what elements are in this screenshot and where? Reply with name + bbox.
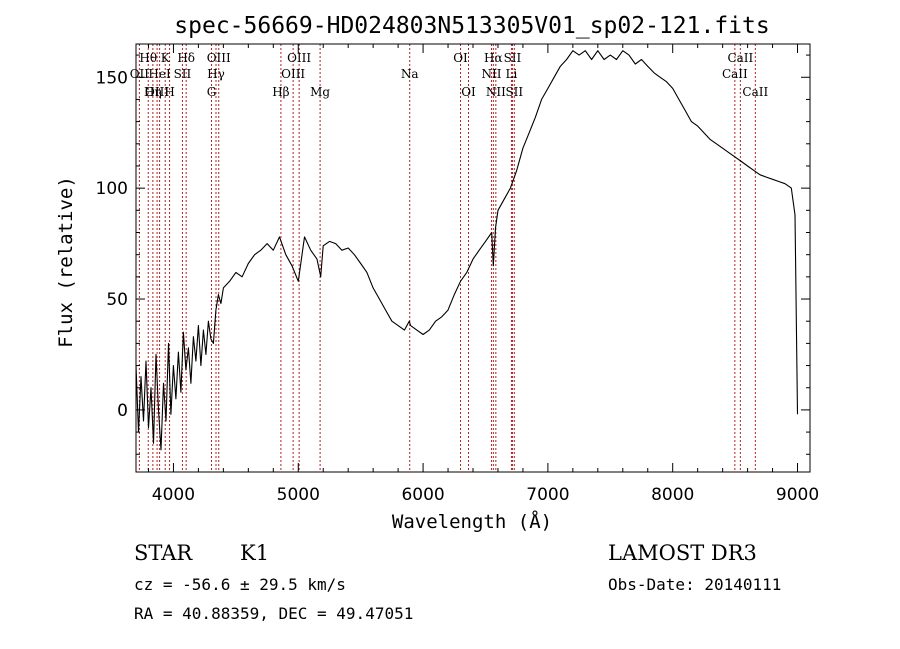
x-tick-label-1: 5000 <box>277 485 320 505</box>
x-tick-label-4: 8000 <box>651 485 694 505</box>
emission-line-label-13: OIII <box>287 51 311 65</box>
emission-line-label-7: Hδ <box>177 51 195 65</box>
emission-line-label-1: OII <box>130 67 150 81</box>
y-tick-label-0: 0 <box>117 401 128 421</box>
emission-line-label-16: Na <box>401 67 419 81</box>
emission-line-label-3: Hη <box>144 85 162 99</box>
emission-line-label-15: Mg <box>310 85 330 99</box>
y-tick-label-2: 100 <box>96 179 128 199</box>
emission-line-label-14: OIII <box>281 67 305 81</box>
emission-line-label-22: Li <box>506 67 518 81</box>
x-tick-label-0: 4000 <box>152 485 195 505</box>
x-tick-label-3: 7000 <box>526 485 569 505</box>
emission-line-label-21: NII <box>481 67 501 81</box>
object-class: STAR <box>134 541 193 565</box>
x-tick-label-5: 9000 <box>776 485 819 505</box>
object-subclass: K1 <box>240 541 269 565</box>
emission-line-label-23: NII <box>486 85 506 99</box>
ra-dec-coordinates: RA = 40.88359, DEC = 49.47051 <box>134 604 413 623</box>
emission-line-label-17: OI <box>453 51 468 65</box>
emission-line-label-11: G <box>207 85 217 99</box>
emission-line-label-8: SII <box>174 67 192 81</box>
y-tick-label-1: 50 <box>106 290 128 310</box>
redshift-cz: cz = -56.6 ± 29.5 km/s <box>134 575 346 594</box>
emission-line-label-2: OIII <box>145 85 169 99</box>
emission-line-label-25: CaII <box>727 51 753 65</box>
y-axis-label: Flux (relative) <box>55 176 77 348</box>
y-axis-ticks: 0 50 100 150 <box>96 54 810 455</box>
chart-title: spec-56669-HD024803N513305V01_sp02-121.f… <box>174 13 769 39</box>
emission-line-label-10: Hγ <box>207 67 225 81</box>
y-tick-label-3: 150 <box>96 68 128 88</box>
emission-line-label-5: HeI <box>148 67 171 81</box>
survey-name: LAMOST DR3 <box>608 541 757 565</box>
emission-line-label-19: Hα <box>484 51 503 65</box>
emission-line-label-0: Hθ <box>139 51 157 65</box>
emission-line-label-20: SII <box>504 51 522 65</box>
emission-line-label-4: K <box>161 51 171 65</box>
emission-line-label-18: OI <box>461 85 476 99</box>
x-tick-label-2: 6000 <box>401 485 444 505</box>
emission-line-label-27: CaII <box>742 85 768 99</box>
emission-line-label-12: Hβ <box>272 85 289 99</box>
x-axis-ticks: 4000 5000 6000 7000 8000 9000 <box>147 44 819 505</box>
emission-line-label-24: SII <box>505 85 523 99</box>
plot-frame <box>135 43 811 473</box>
observation-date: Obs-Date: 20140111 <box>608 575 781 594</box>
x-axis-label: Wavelength (Å) <box>392 510 552 533</box>
emission-line-label-9: OIII <box>207 51 231 65</box>
emission-line-label-26: CaII <box>722 67 748 81</box>
emission-line-markers <box>138 44 756 472</box>
spectrum-series-line <box>135 50 799 451</box>
emission-line-label-6: H <box>164 85 174 99</box>
